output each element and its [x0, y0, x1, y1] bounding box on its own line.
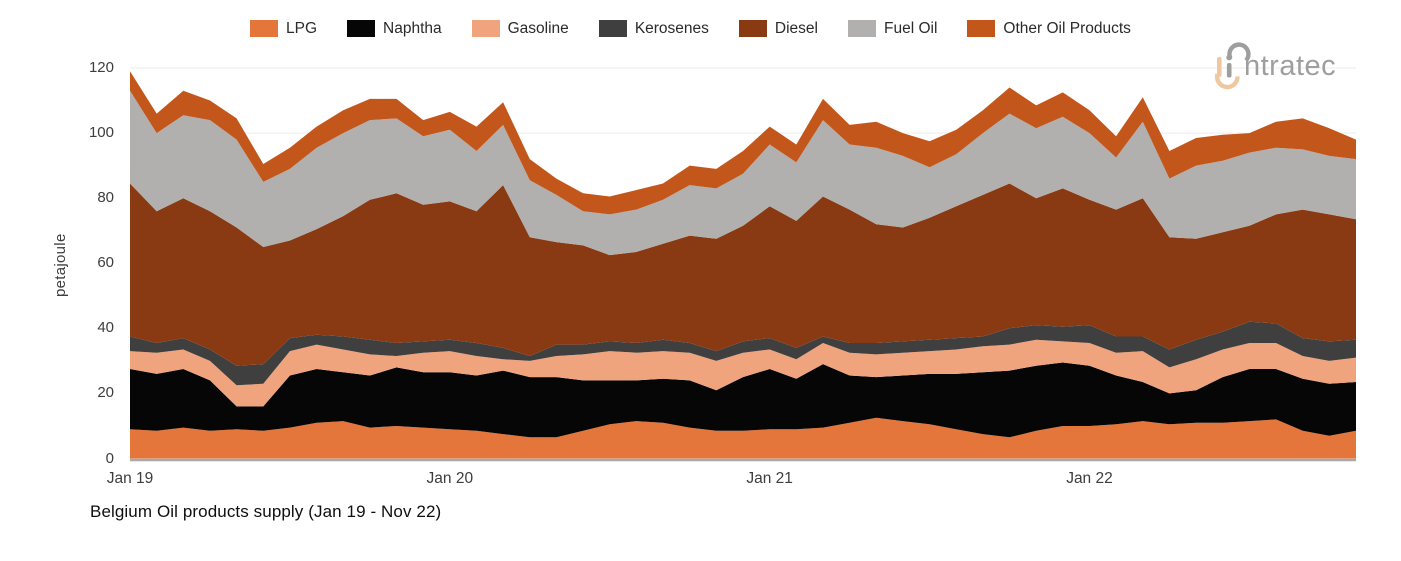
legend-swatch-lpg [250, 20, 278, 37]
y-tick-80: 80 [97, 189, 114, 207]
legend-label-kerosenes: Kerosenes [634, 19, 709, 37]
y-tick-60: 60 [97, 254, 114, 272]
area-series-diesel [130, 183, 1356, 366]
legend-item-gasoline: Gasoline [471, 19, 569, 37]
area-series-kerosenes [130, 321, 1356, 386]
legend-label-fuel-oil: Fuel Oil [884, 19, 938, 37]
legend-item-fuel-oil: Fuel Oil [848, 20, 937, 37]
legend-swatch-kerosenes [598, 20, 627, 37]
area-series-other-oil-products [130, 71, 1356, 215]
chart-title: Belgium Oil products supply (Jan 19 - No… [90, 502, 442, 521]
y-tick-20: 20 [97, 384, 114, 402]
legend-item-diesel: Diesel [738, 19, 818, 37]
legend-label-other-oil-products: Other Oil Products [1003, 19, 1131, 37]
x-tick-jan-20: Jan 20 [426, 470, 474, 487]
logo-peach-stem [1217, 57, 1222, 77]
legend-swatch-other-oil-products [967, 20, 996, 37]
area-series-lpg [130, 417, 1356, 459]
y-tick-40: 40 [97, 319, 114, 337]
x-tick-jan-19: Jan 19 [106, 470, 154, 487]
area-series-fuel-oil [130, 90, 1356, 256]
logo-peach-arc [1214, 73, 1240, 90]
area-series-gasoline [130, 339, 1356, 407]
legend-label-gasoline: Gasoline [507, 19, 569, 37]
legend-swatch-fuel-oil [848, 20, 876, 37]
intratec-logo: ntratec [1212, 42, 1382, 100]
y-tick-120: 120 [88, 59, 114, 76]
area-series-naphtha [130, 362, 1356, 438]
legend-item-naphtha: Naphtha [347, 20, 442, 37]
chart-legend: LPG Naphtha Gasoline Kerosenes Diesel Fuel Oi… [250, 20, 1131, 37]
legend-swatch-diesel [738, 20, 767, 37]
intratec-logo-mark [1214, 42, 1251, 90]
legend-item-lpg: LPG [250, 20, 317, 37]
legend-item-other-oil-products: Other Oil Products [967, 20, 1131, 37]
legend-swatch-naphtha [347, 20, 376, 37]
x-tick-jan-22: Jan 22 [1066, 470, 1113, 487]
legend-swatch-gasoline [471, 20, 500, 37]
logo-gray-arc [1227, 42, 1251, 62]
x-tick-jan-21: Jan 21 [746, 470, 793, 487]
legend-label-naphtha: Naphtha [383, 19, 442, 37]
legend-label-diesel: Diesel [774, 19, 818, 37]
y-tick-100: 100 [88, 124, 114, 142]
y-tick-0: 0 [105, 449, 114, 467]
legend-label-lpg: LPG [286, 19, 318, 37]
legend-item-kerosenes: Kerosenes [598, 19, 709, 37]
logo-i-stem [1226, 63, 1232, 78]
logo-text: ntratec [1244, 50, 1337, 82]
